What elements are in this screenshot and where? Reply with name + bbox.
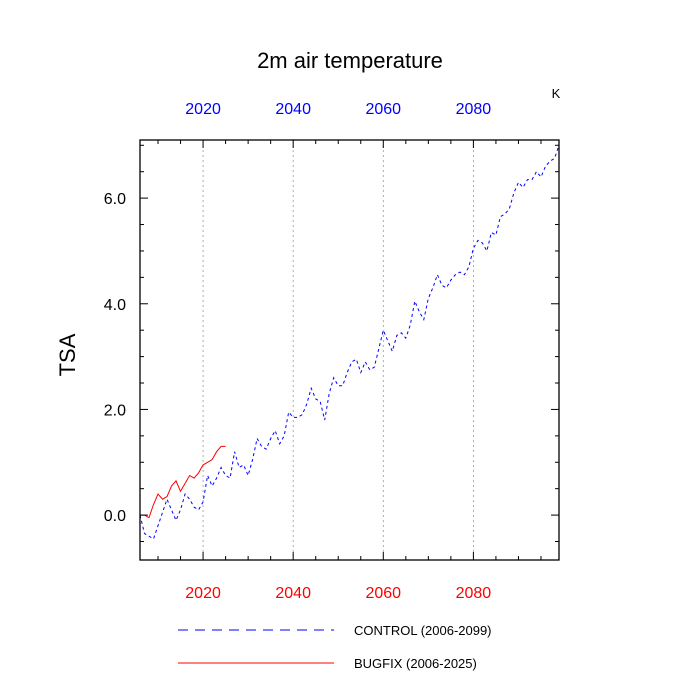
legend-label-control: CONTROL (2006-2099) — [354, 623, 492, 638]
y-axis-label: TSA — [55, 333, 80, 376]
y-tick-labels: 0.0 2.0 4.0 6.0 — [104, 191, 126, 525]
legend: CONTROL (2006-2099) BUGFIX (2006-2025) — [178, 623, 492, 671]
grid-lines — [202, 140, 474, 560]
x-tick-labels-top: 2020 2040 2060 2080 — [185, 101, 491, 118]
chart-title: 2m air temperature — [257, 48, 443, 73]
x-tick-label-top: 2080 — [456, 101, 492, 118]
x-tick-labels-bottom: 2020 2040 2060 2080 — [185, 585, 491, 602]
y-tick-label: 4.0 — [104, 297, 126, 314]
units-label: K — [552, 86, 561, 101]
x-tick-label-top: 2060 — [365, 101, 401, 118]
x-tick-label-bottom: 2040 — [275, 585, 311, 602]
y-tick-label: 0.0 — [104, 508, 126, 525]
y-tick-label: 6.0 — [104, 191, 126, 208]
x-tick-label-bottom: 2060 — [365, 585, 401, 602]
y-tick-label: 2.0 — [104, 402, 126, 419]
x-tick-label-bottom: 2020 — [185, 585, 221, 602]
series-layer — [139, 145, 560, 540]
axis-ticks — [140, 140, 559, 560]
x-tick-label-bottom: 2080 — [456, 585, 492, 602]
plot-frame — [139, 139, 560, 561]
x-tick-label-top: 2020 — [185, 101, 221, 118]
x-tick-label-top: 2040 — [275, 101, 311, 118]
series-line-1 — [140, 445, 226, 519]
legend-label-bugfix: BUGFIX (2006-2025) — [354, 656, 477, 671]
series-line-0 — [139, 145, 560, 540]
